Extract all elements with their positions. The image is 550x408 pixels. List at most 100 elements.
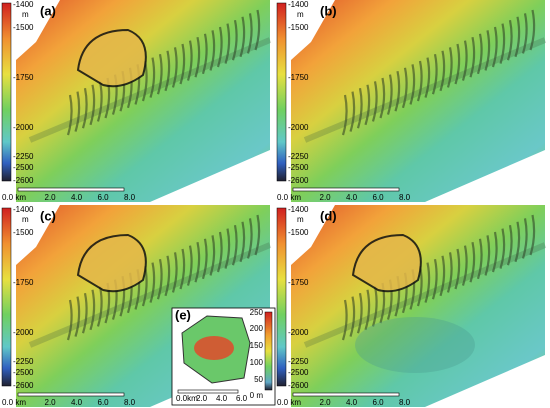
ridge (349, 91, 356, 132)
ridge (529, 214, 536, 256)
island-peak (194, 336, 234, 360)
channel-band (28, 242, 272, 348)
scale-label: 0.0 km (2, 193, 26, 202)
scale-label: 4.0 (346, 398, 358, 407)
ridge (156, 53, 163, 95)
scale-label: 2.0 (45, 193, 57, 202)
colorbar (1, 2, 12, 182)
channel-band (28, 37, 272, 143)
scale-label: 6.0 (373, 398, 385, 407)
inset-scale-label: 0.0km (176, 394, 198, 403)
ridge (194, 36, 201, 78)
ridge (74, 91, 81, 132)
slide-scar (76, 28, 147, 88)
colorbar-unit: m (22, 10, 29, 19)
scale-label: 2.0 (320, 193, 332, 202)
scale-label: 4.0 (71, 398, 83, 407)
colorbar-label: -2500 (288, 163, 309, 172)
colorbar-label: -2500 (13, 163, 34, 172)
ridge (171, 252, 178, 293)
scale-label: 6.0 (373, 193, 385, 202)
scale-label: 0.0 km (277, 193, 301, 202)
ridge (224, 228, 231, 269)
ridge (506, 224, 513, 266)
colorbar-label: -2600 (288, 176, 309, 185)
map-panel: -1400 -1500 -1750 -2000 -2250 -2500 -2600 m (a) 0… (1, 0, 272, 202)
ridge (246, 218, 253, 259)
ridge (231, 19, 238, 61)
scale-label: 6.0 (98, 398, 110, 407)
scale-label: 6.0 (98, 193, 110, 202)
colorbar-label: -1750 (288, 73, 309, 82)
colorbar-unit: m (297, 215, 304, 224)
ridge (201, 238, 208, 280)
ridge (514, 16, 521, 58)
ridge (379, 77, 386, 119)
scale-label: 0.0 km (2, 398, 26, 407)
ridge (499, 228, 506, 269)
scale-label: 8.0 (124, 398, 136, 407)
ridge (194, 241, 201, 283)
deposit (355, 317, 475, 373)
ridge (81, 87, 88, 129)
ridge (499, 23, 506, 64)
ridge (209, 30, 216, 71)
ridge (469, 36, 476, 78)
panel-label: (b) (320, 3, 337, 18)
colorbar-label: -1400 (13, 205, 34, 214)
ridge (371, 81, 378, 122)
panel-label: (a) (40, 3, 56, 18)
scale-label: 8.0 (124, 193, 136, 202)
inset-scale-label: 2.0 (196, 394, 208, 403)
ridge (461, 40, 468, 81)
inset-scale-label: 4.0 (216, 394, 228, 403)
inset-colorbar (264, 311, 273, 391)
colorbar-label: -1750 (288, 278, 309, 287)
ridge (356, 87, 363, 129)
inset-colorbar-label: 100 (250, 358, 264, 367)
ridge (156, 258, 163, 300)
ridge (224, 23, 231, 64)
ridge (209, 235, 216, 276)
ridge (476, 238, 483, 280)
ridge (341, 299, 348, 341)
colorbar-label: -2600 (288, 381, 309, 390)
ridge (484, 235, 491, 276)
colorbar-label: -2250 (13, 357, 34, 366)
colorbar-label: -2600 (13, 381, 34, 390)
colorbar-label: -2000 (13, 123, 34, 132)
ridge (461, 245, 468, 286)
ridge (186, 40, 193, 81)
channel-band (303, 37, 547, 143)
scale-label: 8.0 (399, 193, 411, 202)
ridge (529, 9, 536, 51)
ridge (424, 57, 431, 98)
ridge (89, 289, 96, 331)
ridge (96, 81, 103, 122)
ridge (431, 258, 438, 300)
inset-scale-label: 6.0 (236, 394, 248, 403)
ridge (439, 255, 446, 297)
ridge (179, 248, 186, 290)
slide-scar (76, 233, 147, 293)
colorbar-label: -2500 (13, 368, 34, 377)
inset-colorbar-label: 150 (250, 341, 264, 350)
colorbar-label: -1500 (13, 228, 34, 237)
ridge (521, 218, 528, 259)
ridge (164, 255, 171, 297)
inset-colorbar-label: 200 (250, 324, 264, 333)
inset-colorbar-label: 250 (250, 308, 264, 317)
ridge (171, 47, 178, 88)
colorbar-unit: m (297, 10, 304, 19)
colorbar-label: -1500 (288, 228, 309, 237)
ridge (164, 50, 171, 92)
colorbar-label: -1500 (288, 23, 309, 32)
ridge (216, 231, 223, 273)
ridge (386, 74, 393, 115)
colorbar-label: -2250 (288, 357, 309, 366)
map-panel: -1400 -1500 -1750 -2000 -2250 -2500 -2600 m (d) 0… (276, 205, 547, 407)
colorbar-label: -2000 (288, 123, 309, 132)
colorbar-label: -1750 (13, 73, 34, 82)
